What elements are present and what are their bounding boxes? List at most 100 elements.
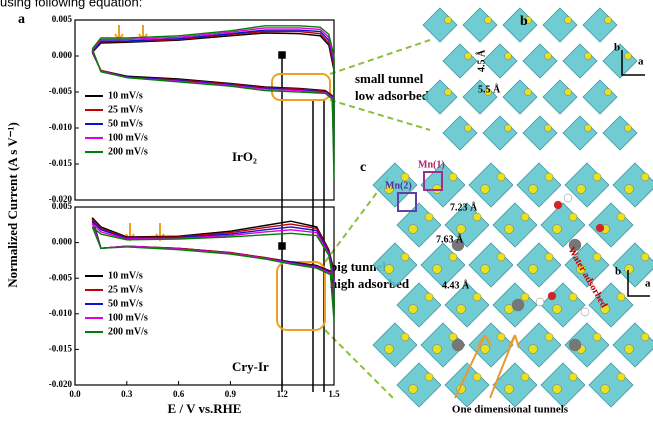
y-tick-label: -0.010 bbox=[49, 122, 73, 132]
octahedron bbox=[517, 323, 561, 367]
distance: 7.23 Å bbox=[450, 201, 478, 213]
atom bbox=[625, 345, 634, 354]
y-tick-label: 0.005 bbox=[52, 14, 73, 24]
octahedron bbox=[523, 44, 557, 78]
atom bbox=[505, 125, 512, 132]
atom bbox=[569, 293, 577, 301]
atom bbox=[473, 213, 481, 221]
legend-label: 25 mV/s bbox=[108, 104, 143, 115]
octahedron bbox=[463, 8, 497, 42]
site-label: Mn(1) bbox=[418, 159, 445, 170]
atom bbox=[596, 224, 604, 232]
atom bbox=[536, 298, 544, 306]
octahedron bbox=[563, 44, 597, 78]
atom bbox=[625, 265, 634, 274]
atom bbox=[553, 305, 562, 314]
atom bbox=[525, 89, 532, 96]
octahedron bbox=[397, 363, 441, 407]
callout: small tunnel bbox=[355, 71, 424, 86]
octahedron bbox=[523, 116, 557, 150]
octahedron bbox=[563, 116, 597, 150]
sample-label: Cry-Ir bbox=[232, 359, 269, 374]
panel-label: c bbox=[360, 160, 366, 175]
atom bbox=[425, 293, 433, 301]
atom bbox=[565, 89, 572, 96]
figure: using following equation: a small tunnel… bbox=[0, 0, 653, 421]
atom bbox=[625, 53, 632, 60]
octahedron bbox=[493, 203, 537, 247]
atom bbox=[445, 17, 452, 24]
header-text: using following equation: bbox=[0, 0, 142, 9]
axis-label: b bbox=[614, 42, 620, 54]
atom bbox=[529, 185, 538, 194]
sample-label: IrO₂ bbox=[232, 149, 257, 164]
atom bbox=[564, 194, 572, 202]
atom bbox=[617, 373, 625, 381]
atom bbox=[569, 213, 577, 221]
atom bbox=[497, 333, 505, 341]
atom bbox=[593, 173, 601, 181]
atom bbox=[545, 253, 553, 261]
atom bbox=[521, 373, 529, 381]
x-tick-label: 0.3 bbox=[121, 389, 133, 399]
atom bbox=[473, 293, 481, 301]
atom bbox=[548, 292, 556, 300]
atom bbox=[481, 265, 490, 274]
atom bbox=[409, 305, 418, 314]
x-tick-label: 0.6 bbox=[173, 389, 185, 399]
atom bbox=[641, 173, 649, 181]
octahedron bbox=[443, 116, 477, 150]
atom bbox=[497, 253, 505, 261]
atom bbox=[385, 345, 394, 354]
octahedron bbox=[613, 323, 653, 367]
atom bbox=[601, 385, 610, 394]
atom bbox=[452, 339, 464, 351]
atom bbox=[554, 201, 562, 209]
legend-label: 50 mV/s bbox=[108, 118, 143, 129]
axis-label: a bbox=[638, 56, 644, 68]
atom bbox=[401, 253, 409, 261]
orange-highlights bbox=[115, 25, 330, 330]
atom bbox=[545, 173, 553, 181]
atom bbox=[521, 213, 529, 221]
atom bbox=[505, 53, 512, 60]
atom bbox=[569, 339, 581, 351]
octahedron bbox=[565, 163, 609, 207]
octahedron bbox=[541, 363, 585, 407]
atom bbox=[577, 185, 586, 194]
atom bbox=[505, 225, 514, 234]
atom bbox=[641, 253, 649, 261]
octahedron bbox=[543, 80, 577, 114]
octahedron bbox=[373, 323, 417, 367]
octahedron bbox=[503, 80, 537, 114]
atom bbox=[581, 308, 589, 316]
octahedron bbox=[397, 203, 441, 247]
octahedron bbox=[469, 163, 513, 207]
y-tick-label: 0.000 bbox=[52, 50, 73, 60]
atom bbox=[593, 333, 601, 341]
atom bbox=[449, 173, 457, 181]
atom bbox=[569, 373, 577, 381]
atom bbox=[433, 345, 442, 354]
atom bbox=[385, 265, 394, 274]
legend-label: 200 mV/s bbox=[108, 146, 148, 157]
x-axis-label: E / V vs.RHE bbox=[168, 401, 242, 416]
atom bbox=[409, 225, 418, 234]
x-tick-label: 1.2 bbox=[277, 389, 289, 399]
y-axis-label: Normalized Current (A s V⁻¹) bbox=[5, 122, 20, 288]
atom bbox=[445, 89, 452, 96]
atom bbox=[625, 125, 632, 132]
legend-label: 50 mV/s bbox=[108, 298, 143, 309]
octahedron bbox=[443, 44, 477, 78]
octahedron bbox=[423, 80, 457, 114]
atom bbox=[641, 333, 649, 341]
atom bbox=[457, 305, 466, 314]
x-tick-label: 0.9 bbox=[225, 389, 237, 399]
x-tick-label: 1.5 bbox=[328, 389, 340, 399]
octahedron bbox=[517, 243, 561, 287]
octahedron bbox=[493, 363, 537, 407]
y-tick-label: -0.005 bbox=[49, 272, 73, 282]
atom bbox=[565, 17, 572, 24]
octahedron bbox=[589, 203, 633, 247]
atom bbox=[497, 173, 505, 181]
